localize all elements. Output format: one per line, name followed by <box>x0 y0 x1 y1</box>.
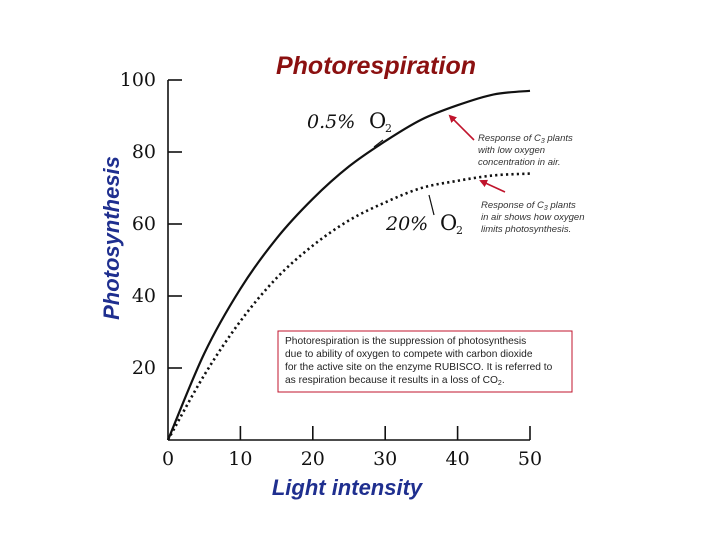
note-line: for the active site on the enzyme RUBISC… <box>285 362 553 373</box>
x-axis-title: Light intensity <box>272 475 424 500</box>
svg-text:as respiration because it resu: as respiration because it results in a l… <box>285 375 505 387</box>
series-label-o2: O <box>369 109 386 133</box>
x-tick-label: 20 <box>301 448 325 470</box>
x-tick-label: 50 <box>518 448 542 470</box>
annotation-text: in air shows how oxygen <box>481 212 585 223</box>
y-tick-label: 100 <box>120 69 156 91</box>
annotation-low-oxygen: Response of C3 plants with low oxygen co… <box>478 133 573 168</box>
annotation-text: limits photosynthesis. <box>481 224 571 235</box>
annotation-text: plants <box>545 133 573 144</box>
annotation-arrow-2 <box>479 179 506 193</box>
annotation-text: concentration in air. <box>478 157 561 168</box>
photorespiration-note: Photorespiration is the suppression of p… <box>277 330 573 393</box>
y-tick-label: 40 <box>132 285 156 307</box>
series-label-o2-sub: 2 <box>385 122 392 135</box>
chart-title: Photorespiration <box>276 52 476 80</box>
series-line-20pct-o2 <box>166 172 531 441</box>
note-line: Photorespiration is the suppression of p… <box>285 336 526 347</box>
axis-ticks: 20 40 60 80 100 0 10 20 30 40 50 <box>120 69 542 470</box>
x-tick-label: 10 <box>228 448 252 470</box>
annotation-text: Response of C <box>481 200 544 211</box>
note-end: . <box>502 375 505 386</box>
annotation-sub: 3 <box>544 205 548 212</box>
annotation-air-oxygen: Response of C3 plants in air shows how o… <box>481 200 585 235</box>
series-label-o2: O <box>440 211 457 235</box>
note-sub: 2 <box>498 380 502 387</box>
series-pointer-0 <box>373 139 384 148</box>
series-pointer-1 <box>428 194 435 216</box>
x-tick-label: 40 <box>446 448 470 470</box>
annotation-text: Response of C <box>478 133 541 144</box>
y-tick-label: 20 <box>132 357 156 379</box>
series-label-percent: 20% <box>385 213 428 235</box>
annotation-text: plants <box>548 200 576 211</box>
annotation-sub: 3 <box>541 138 545 145</box>
y-axis-title: Photosynthesis <box>99 156 124 320</box>
x-tick-label: 0 <box>162 448 174 470</box>
note-line: as respiration because it results in a l… <box>285 375 498 386</box>
series-layer <box>166 89 531 441</box>
svg-text:Response of C3 plants: Response of C3 plants <box>481 200 576 212</box>
note-background <box>277 330 573 393</box>
series-label-20: 20% O 2 <box>385 211 463 237</box>
series-label-0-5: 0.5% O 2 <box>307 109 392 135</box>
note-line: due to ability of oxygen to compete with… <box>285 349 533 360</box>
series-label-percent: 0.5% <box>307 111 355 133</box>
annotation-text: with low oxygen <box>478 145 545 156</box>
y-tick-label: 60 <box>132 213 156 235</box>
svg-text:Response of C3 plants: Response of C3 plants <box>478 133 573 145</box>
series-label-o2-sub: 2 <box>456 224 463 237</box>
y-tick-label: 80 <box>132 141 156 163</box>
series-line-0-5pct-o2 <box>166 89 531 441</box>
x-tick-label: 30 <box>373 448 397 470</box>
annotation-arrow-1 <box>448 114 475 141</box>
